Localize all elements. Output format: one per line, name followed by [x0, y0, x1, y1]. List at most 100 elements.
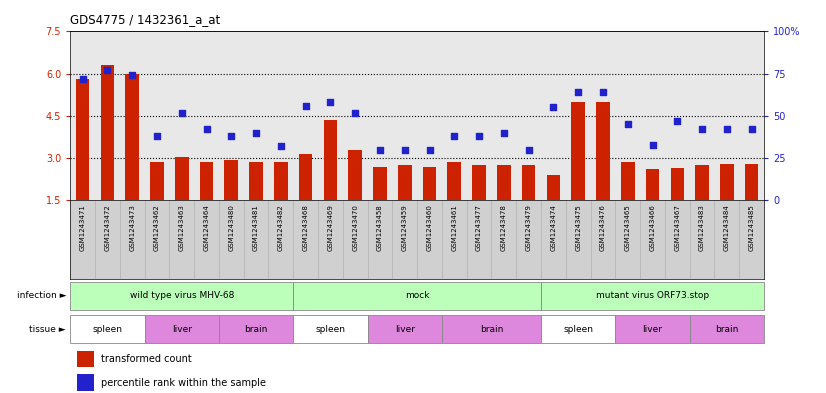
Point — [299, 103, 312, 109]
Bar — [615, 315, 690, 343]
Text: infection ►: infection ► — [17, 291, 66, 300]
Text: brain: brain — [244, 325, 268, 334]
Point — [200, 126, 213, 132]
Bar — [547, 175, 560, 200]
Point — [497, 130, 510, 136]
Text: liver: liver — [395, 325, 415, 334]
Bar — [541, 315, 615, 343]
Bar — [293, 282, 541, 310]
Text: GSM1243464: GSM1243464 — [203, 204, 210, 251]
Text: wild type virus MHV-68: wild type virus MHV-68 — [130, 291, 234, 300]
Text: GSM1243462: GSM1243462 — [154, 204, 160, 251]
Point — [349, 109, 362, 116]
Text: GSM1243474: GSM1243474 — [550, 204, 557, 251]
Bar — [299, 154, 312, 200]
Bar — [126, 73, 139, 200]
Bar — [77, 374, 94, 391]
Text: GSM1243471: GSM1243471 — [79, 204, 86, 251]
Text: mock: mock — [405, 291, 430, 300]
Bar — [150, 162, 164, 200]
Bar — [200, 162, 213, 200]
Text: GSM1243481: GSM1243481 — [253, 204, 259, 251]
Point — [150, 133, 164, 140]
Point — [671, 118, 684, 124]
Point — [522, 147, 535, 153]
Bar — [572, 102, 585, 200]
Bar — [621, 162, 634, 200]
Text: GSM1243480: GSM1243480 — [228, 204, 235, 251]
Point — [175, 109, 188, 116]
Bar — [293, 315, 368, 343]
Bar — [398, 165, 411, 200]
Text: GSM1243478: GSM1243478 — [501, 204, 507, 251]
Text: transformed count: transformed count — [102, 354, 192, 364]
Text: GSM1243484: GSM1243484 — [724, 204, 730, 251]
Text: GSM1243463: GSM1243463 — [178, 204, 185, 251]
Point — [225, 133, 238, 140]
Point — [596, 89, 610, 95]
Point — [646, 141, 659, 148]
Text: GSM1243467: GSM1243467 — [674, 204, 681, 251]
Bar — [522, 165, 535, 200]
Text: spleen: spleen — [316, 325, 345, 334]
Bar — [695, 165, 709, 200]
Point — [572, 89, 585, 95]
Bar — [349, 150, 362, 200]
Point — [621, 121, 634, 127]
Text: spleen: spleen — [563, 325, 593, 334]
Bar — [274, 162, 287, 200]
Bar — [448, 162, 461, 200]
Bar — [497, 165, 510, 200]
Text: GSM1243459: GSM1243459 — [401, 204, 408, 251]
Text: GSM1243476: GSM1243476 — [600, 204, 606, 251]
Bar — [373, 167, 387, 200]
Bar — [219, 315, 293, 343]
Text: GSM1243482: GSM1243482 — [278, 204, 284, 251]
Bar — [70, 282, 293, 310]
Text: GSM1243479: GSM1243479 — [525, 204, 532, 251]
Bar — [249, 162, 263, 200]
Bar — [77, 351, 94, 367]
Point — [101, 67, 114, 73]
Bar — [671, 168, 684, 200]
Bar — [225, 160, 238, 200]
Text: GSM1243469: GSM1243469 — [327, 204, 334, 251]
Point — [126, 72, 139, 79]
Bar — [720, 164, 733, 200]
Bar — [690, 315, 764, 343]
Point — [547, 104, 560, 110]
Bar — [76, 79, 89, 200]
Text: liver: liver — [172, 325, 192, 334]
Text: GSM1243470: GSM1243470 — [352, 204, 358, 251]
Point — [398, 147, 411, 153]
Text: GSM1243460: GSM1243460 — [426, 204, 433, 251]
Text: GSM1243475: GSM1243475 — [575, 204, 582, 251]
Bar — [423, 167, 436, 200]
Bar — [145, 315, 219, 343]
Text: GSM1243468: GSM1243468 — [302, 204, 309, 251]
Point — [745, 126, 758, 132]
Text: GSM1243485: GSM1243485 — [748, 204, 755, 251]
Text: liver: liver — [643, 325, 662, 334]
Bar — [472, 165, 486, 200]
Point — [423, 147, 436, 153]
Text: GSM1243458: GSM1243458 — [377, 204, 383, 251]
Bar — [596, 102, 610, 200]
Text: brain: brain — [715, 325, 738, 334]
Bar — [324, 120, 337, 200]
Point — [76, 75, 89, 82]
Point — [324, 99, 337, 106]
Point — [274, 143, 287, 149]
Bar — [101, 65, 114, 200]
Point — [448, 133, 461, 140]
Point — [249, 130, 263, 136]
Text: brain: brain — [480, 325, 503, 334]
Text: GSM1243466: GSM1243466 — [649, 204, 656, 251]
Bar — [646, 169, 659, 200]
Text: mutant virus ORF73.stop: mutant virus ORF73.stop — [596, 291, 709, 300]
Point — [373, 147, 387, 153]
Point — [472, 133, 486, 140]
Text: GSM1243473: GSM1243473 — [129, 204, 135, 251]
Point — [720, 126, 733, 132]
Point — [695, 126, 709, 132]
